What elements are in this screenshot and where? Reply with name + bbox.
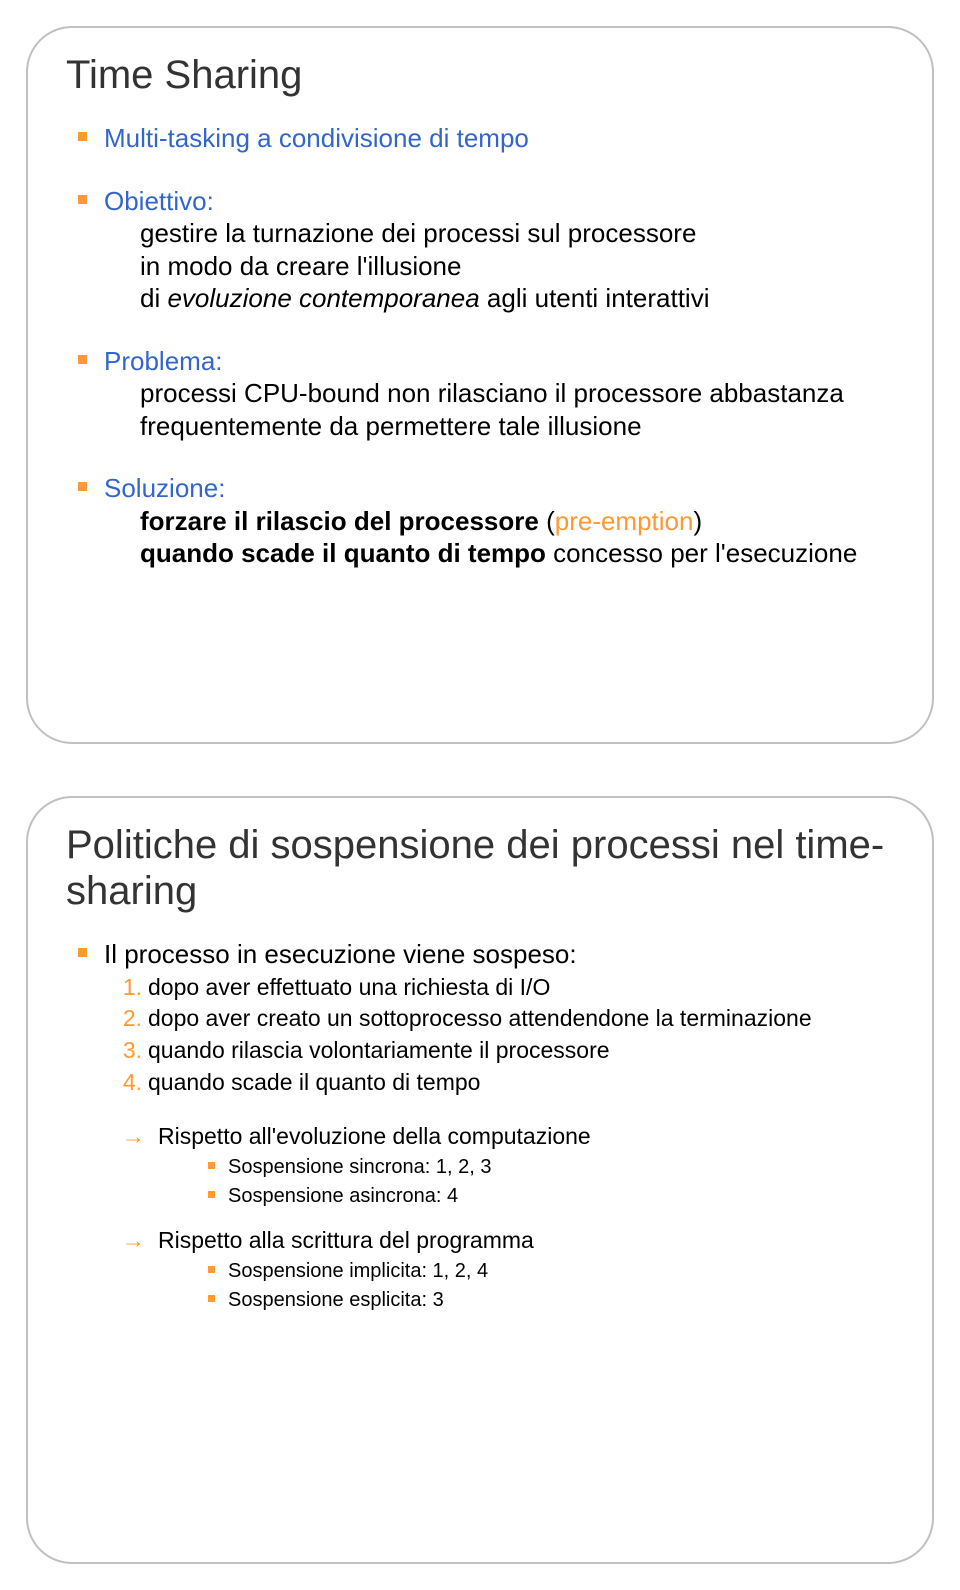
obiettivo-line1: gestire la turnazione dei processi sul p…: [140, 217, 898, 250]
bullet-label: Problema:: [104, 346, 223, 376]
sub-text: Sospensione sincrona: 1, 2, 3: [228, 1156, 492, 1178]
sub-text: Sospensione esplicita: 3: [228, 1289, 444, 1311]
bullet-multitasking: Multi-tasking a condivisione di tempo: [78, 122, 902, 155]
bullet-label: Obiettivo:: [104, 186, 214, 216]
slide-title: Time Sharing: [66, 52, 914, 98]
list-number: 2.: [114, 1004, 142, 1034]
arrow-icon: →: [122, 1122, 145, 1152]
slide-body: Il processo in esecuzione viene sospeso:…: [46, 938, 914, 1314]
numbered-item-4: 4. quando scade il quanto di tempo: [122, 1068, 902, 1098]
arrow-item-scrittura: → Rispetto alla scrittura del programma: [122, 1226, 902, 1256]
slide-body: Multi-tasking a condivisione di tempo Ob…: [46, 122, 914, 570]
bullet-icon: [208, 1162, 215, 1169]
soluzione-line2: quando scade il quanto di tempo concesso…: [140, 537, 898, 570]
list-text: quando scade il quanto di tempo: [148, 1069, 480, 1095]
bullet-text: Il processo in esecuzione viene sospeso:: [104, 939, 577, 969]
text-plain: agli utenti interattivi: [480, 283, 710, 313]
bullet-icon: [78, 132, 87, 141]
problema-line: processi CPU-bound non rilasciano il pro…: [140, 377, 898, 442]
text-bold: forzare il rilascio del processore: [140, 506, 539, 536]
bullet-icon: [208, 1266, 215, 1273]
text-plain: (: [539, 506, 555, 536]
text-bold: quando scade il quanto di tempo: [140, 538, 546, 568]
sub-item: Sospensione implicita: 1, 2, 4: [208, 1258, 902, 1285]
bullet-text: Multi-tasking a condivisione di tempo: [104, 123, 529, 153]
list-number: 3.: [114, 1036, 142, 1066]
sub-item: Sospensione esplicita: 3: [208, 1287, 902, 1314]
bullet-icon: [208, 1191, 215, 1198]
list-number: 4.: [114, 1068, 142, 1098]
bullet-soluzione: Soluzione:: [78, 472, 902, 505]
text-plain: ): [693, 506, 702, 536]
sub-item: Sospensione asincrona: 4: [208, 1183, 902, 1210]
soluzione-line1: forzare il rilascio del processore (pre-…: [140, 505, 898, 538]
bullet-icon: [78, 195, 87, 204]
obiettivo-line3: di evoluzione contemporanea agli utenti …: [140, 282, 898, 315]
sub-text: Sospensione implicita: 1, 2, 4: [228, 1260, 488, 1282]
bullet-obiettivo: Obiettivo:: [78, 185, 902, 218]
bullet-icon: [78, 948, 87, 957]
arrow-text: Rispetto all'evoluzione della computazio…: [158, 1123, 591, 1149]
title-block: Politiche di sospensione dei processi ne…: [46, 810, 914, 914]
numbered-item-2: 2. dopo aver creato un sottoprocesso att…: [122, 1004, 902, 1034]
sub-item: Sospensione sincrona: 1, 2, 3: [208, 1154, 902, 1181]
arrow-item-evoluzione: → Rispetto all'evoluzione della computaz…: [122, 1122, 902, 1152]
arrow-icon: →: [122, 1226, 145, 1256]
text-plain: concesso per l'esecuzione: [546, 538, 857, 568]
sub-text: Sospensione asincrona: 4: [228, 1185, 458, 1207]
text-plain: di: [140, 283, 167, 313]
bullet-icon: [208, 1295, 215, 1302]
text-italic: evoluzione contemporanea: [167, 283, 479, 313]
title-block: Time Sharing: [46, 40, 914, 98]
bullet-label: Soluzione:: [104, 473, 225, 503]
obiettivo-line2: in modo da creare l'illusione: [140, 250, 898, 283]
list-number: 1.: [114, 973, 142, 1003]
slide-title: Politiche di sospensione dei processi ne…: [66, 822, 914, 914]
bullet-icon: [78, 355, 87, 364]
numbered-item-3: 3. quando rilascia volontariamente il pr…: [122, 1036, 902, 1066]
list-text: dopo aver effettuato una richiesta di I/…: [148, 974, 550, 1000]
bullet-processo-sospeso: Il processo in esecuzione viene sospeso:: [78, 938, 902, 971]
text-highlight: pre-emption: [555, 506, 694, 536]
arrow-text: Rispetto alla scrittura del programma: [158, 1227, 534, 1253]
bullet-problema: Problema:: [78, 345, 902, 378]
list-text: dopo aver creato un sottoprocesso attend…: [148, 1005, 812, 1031]
list-text: quando rilascia volontariamente il proce…: [148, 1037, 610, 1063]
slide-politiche: Politiche di sospensione dei processi ne…: [0, 770, 960, 1590]
numbered-item-1: 1. dopo aver effettuato una richiesta di…: [122, 973, 902, 1003]
bullet-icon: [78, 482, 87, 491]
slide-time-sharing: Time Sharing Multi-tasking a condivision…: [0, 0, 960, 770]
